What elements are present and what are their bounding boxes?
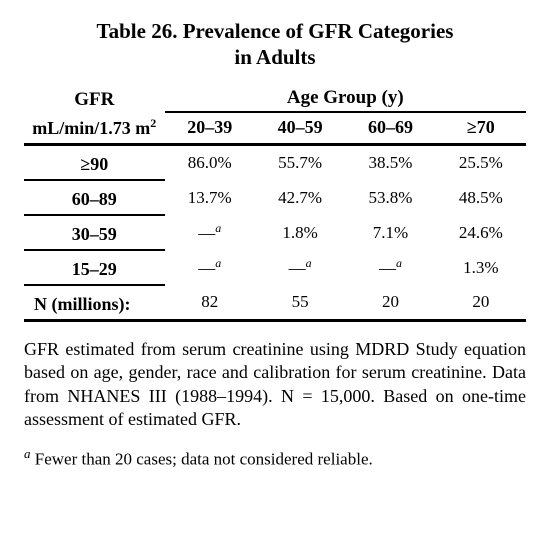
n-cell-0: 82 <box>165 285 255 321</box>
table-row: 15–29—a—a—a1.3% <box>24 250 526 285</box>
table-cell: 48.5% <box>436 180 526 215</box>
table-cell: 1.3% <box>436 250 526 285</box>
table-cell: 53.8% <box>345 180 435 215</box>
title-line-1: Table 26. Prevalence of GFR Categories <box>97 19 454 43</box>
col-head-0: 20–39 <box>165 112 255 145</box>
table-cell: 25.5% <box>436 145 526 181</box>
table-cell: —a <box>165 215 255 250</box>
footnote-marker: a <box>215 256 221 270</box>
n-row-label: N (millions): <box>24 285 165 321</box>
footnote-marker: a <box>306 256 312 270</box>
row-label: 30–59 <box>24 215 165 250</box>
table-cell: —a <box>165 250 255 285</box>
col-head-1: 40–59 <box>255 112 345 145</box>
table-row: ≥9086.0%55.7%38.5%25.5% <box>24 145 526 181</box>
table-cell: 55.7% <box>255 145 345 181</box>
table-row: 60–8913.7%42.7%53.8%48.5% <box>24 180 526 215</box>
n-cell-2: 20 <box>345 285 435 321</box>
table-figure: Table 26. Prevalence of GFR Categories i… <box>0 0 550 489</box>
gfr-unit-text: mL/min/1.73 m <box>32 118 150 138</box>
gfr-unit-exp: 2 <box>150 116 156 130</box>
table-cell: 13.7% <box>165 180 255 215</box>
table-notes: GFR estimated from serum creatinine usin… <box>24 338 526 432</box>
data-table: GFR Age Group (y) mL/min/1.73 m2 20–39 4… <box>24 87 526 323</box>
table-row: 30–59—a1.8%7.1%24.6% <box>24 215 526 250</box>
em-dash: — <box>198 259 215 278</box>
gfr-header-sub: mL/min/1.73 m2 <box>24 112 165 145</box>
table-cell: 42.7% <box>255 180 345 215</box>
header-row-1: GFR Age Group (y) <box>24 87 526 112</box>
em-dash: — <box>198 224 215 243</box>
table-cell: 38.5% <box>345 145 435 181</box>
n-cell-3: 20 <box>436 285 526 321</box>
row-label: 60–89 <box>24 180 165 215</box>
table-body: ≥9086.0%55.7%38.5%25.5%60–8913.7%42.7%53… <box>24 145 526 286</box>
footnote-marker: a <box>396 256 402 270</box>
n-row: N (millions): 82 55 20 20 <box>24 285 526 321</box>
row-label: ≥90 <box>24 145 165 181</box>
table-cell: 1.8% <box>255 215 345 250</box>
gfr-header-text: GFR <box>74 89 114 110</box>
footnote-marker: a <box>215 221 221 235</box>
title-line-2: in Adults <box>234 45 315 69</box>
em-dash: — <box>379 259 396 278</box>
footnote-text: Fewer than 20 cases; data not considered… <box>31 449 373 468</box>
header-row-2: mL/min/1.73 m2 20–39 40–59 60–69 ≥70 <box>24 112 526 145</box>
row-label: 15–29 <box>24 250 165 285</box>
table-cell: 24.6% <box>436 215 526 250</box>
table-cell: 86.0% <box>165 145 255 181</box>
em-dash: — <box>289 259 306 278</box>
table-cell: 7.1% <box>345 215 435 250</box>
table-title: Table 26. Prevalence of GFR Categories i… <box>24 18 526 71</box>
n-cell-1: 55 <box>255 285 345 321</box>
age-group-header: Age Group (y) <box>165 87 526 112</box>
gfr-header-top: GFR <box>24 87 165 112</box>
col-head-2: 60–69 <box>345 112 435 145</box>
table-cell: —a <box>345 250 435 285</box>
col-head-3: ≥70 <box>436 112 526 145</box>
table-cell: —a <box>255 250 345 285</box>
table-footnote: a Fewer than 20 cases; data not consider… <box>24 446 526 470</box>
